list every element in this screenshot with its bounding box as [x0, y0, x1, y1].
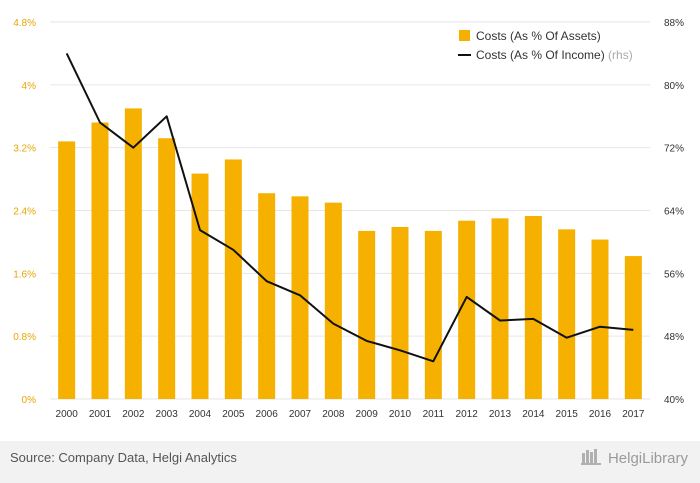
legend-bar-swatch — [459, 30, 470, 41]
source-note: Source: Company Data, Helgi Analytics — [10, 450, 237, 465]
bar — [91, 122, 109, 400]
x-tick-label: 2007 — [289, 409, 312, 420]
x-tick-label: 2014 — [522, 409, 545, 420]
bar — [391, 226, 409, 399]
bar — [624, 256, 642, 399]
brand-name: HelgiLibrary — [607, 449, 688, 467]
y-right-tick-label: 88% — [664, 18, 684, 29]
bar — [191, 173, 209, 399]
bar — [424, 230, 442, 399]
y-right-tick-label: 56% — [664, 269, 684, 280]
y-left-tick-label: 2.4% — [13, 207, 36, 218]
x-tick-label: 2009 — [356, 409, 379, 420]
y-left-tick-label: 0% — [22, 395, 37, 406]
x-tick-label: 2008 — [322, 409, 345, 420]
bar — [291, 196, 309, 399]
legend-rhs-note: (rhs) — [608, 48, 633, 62]
brand-logo: HelgiLibrary — [580, 447, 688, 469]
x-tick-label: 2013 — [489, 409, 512, 420]
x-tick-label: 2017 — [622, 409, 645, 420]
y-left-tick-label: 4.8% — [13, 18, 36, 29]
x-tick-label: 2000 — [56, 409, 79, 420]
x-tick-label: 2015 — [556, 409, 579, 420]
x-tick-label: 2010 — [389, 409, 412, 420]
y-left-tick-label: 1.6% — [13, 269, 36, 280]
x-tick-label: 2011 — [423, 409, 445, 420]
bar — [258, 193, 276, 399]
bar — [458, 220, 476, 399]
bar — [58, 141, 76, 399]
bar — [524, 215, 542, 399]
line-series — [65, 52, 634, 363]
y-right-tick-label: 48% — [664, 332, 684, 343]
y-right-tick-label: 40% — [664, 395, 684, 406]
legend-bar-label: Costs (As % Of Assets) — [476, 29, 601, 43]
x-tick-label: 2012 — [456, 409, 479, 420]
y-left-tick-label: 3.2% — [13, 144, 36, 155]
y-right-tick-label: 80% — [664, 81, 684, 92]
y-right-tick-label: 72% — [664, 144, 684, 155]
bar — [224, 159, 242, 399]
bar — [124, 108, 142, 399]
x-tick-label: 2005 — [222, 409, 245, 420]
y-right-tick-label: 64% — [664, 207, 684, 218]
library-icon — [580, 447, 603, 469]
bar — [558, 229, 576, 399]
bar — [358, 230, 376, 399]
x-tick-label: 2004 — [189, 409, 212, 420]
legend-line-label: Costs (As % Of Income) (rhs) — [476, 48, 633, 62]
y-left-tick-label: 0.8% — [13, 332, 36, 343]
x-tick-label: 2003 — [156, 409, 179, 420]
chart-svg: 0% 40% 0.8% 48% 1.6% 56% 2.4% 64% 3.2% 72% 4% 80% 4.… — [13, 18, 684, 420]
x-tick-label: 2006 — [256, 409, 279, 420]
bar — [158, 138, 176, 399]
bar — [491, 218, 509, 399]
x-tick-label: 2002 — [122, 409, 145, 420]
x-tick-label: 2016 — [589, 409, 612, 420]
bar — [324, 202, 342, 399]
x-tick-label: 2001 — [89, 409, 112, 420]
bar — [591, 239, 609, 399]
y-left-tick-label: 4% — [22, 81, 37, 92]
